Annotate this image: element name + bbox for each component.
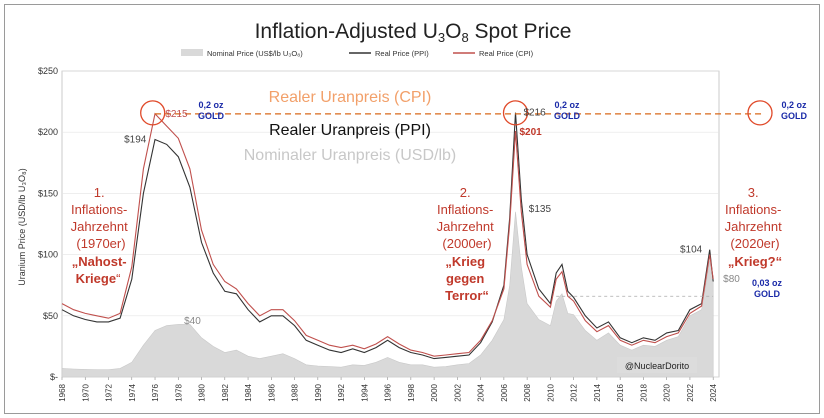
x-tick-label: 2000 [430, 383, 439, 401]
era-2-war: „Krieg gegen Terror“ [445, 254, 489, 303]
y-tick-label: $- [50, 372, 58, 382]
y-tick-label: $50 [43, 311, 58, 321]
x-tick-label: 1990 [314, 383, 323, 401]
x-tick-label: 1988 [291, 383, 300, 401]
x-tick-label: 1976 [151, 383, 160, 401]
era-1-war: „Nahost- Kriege“ [72, 254, 131, 286]
x-tick-label: 1970 [81, 383, 90, 401]
label-current-2024: $80 [723, 274, 740, 285]
gold-target-amount: 0,2 oz [781, 100, 807, 110]
x-tick-label: 2004 [477, 383, 486, 401]
y-axis-label: Uranium Price (USD/lb U₃O₈) [17, 168, 27, 285]
x-tick-label: 1996 [384, 383, 393, 401]
peak-ring-2007 [502, 100, 529, 126]
gold-target-unit: GOLD [781, 111, 807, 121]
x-tick-label: 2022 [686, 383, 695, 401]
label-ppi-1976: $194 [124, 135, 147, 146]
gold-1976-amount: 0,2 oz [198, 100, 224, 110]
x-tick-label: 2010 [546, 383, 555, 401]
gold-2007-unit: GOLD [554, 111, 580, 121]
gold-2007-amount: 0,2 oz [554, 100, 580, 110]
chart-title: Inflation-Adjusted U3O8 Spot Price [255, 20, 572, 45]
x-tick-label: 2008 [523, 383, 532, 401]
x-axis-ticks: 1968 1970 1972 1974 1976 1978 1980 1982 1984 1986… [58, 377, 718, 402]
series-nominal-area [61, 211, 714, 378]
x-tick-label: 1992 [337, 383, 346, 401]
nominal-series-label: Nominaler Uranpreis (USD/lb) [244, 147, 457, 164]
legend: Nominal Price (US$/lb U₃O₈) Real Price (… [181, 49, 534, 58]
y-tick-label: $250 [38, 66, 58, 76]
y-tick-label: $150 [38, 188, 58, 198]
x-tick-label: 1994 [360, 383, 369, 401]
x-tick-label: 2006 [500, 383, 509, 401]
label-post-2007: $135 [529, 204, 552, 215]
y-tick-label: $100 [38, 250, 58, 260]
x-tick-label: 1968 [58, 383, 67, 401]
peak-ring-1976 [140, 100, 166, 126]
x-tick-label: 2016 [616, 383, 625, 401]
gold-now-unit: GOLD [754, 289, 780, 299]
target-ring [747, 100, 773, 126]
legend-label-ppi: Real Price (PPI) [375, 49, 429, 58]
x-tick-label: 2018 [639, 383, 648, 401]
credit-label: @NuclearDorito [625, 361, 689, 371]
x-tick-label: 1978 [174, 383, 183, 401]
x-tick-label: 1998 [407, 383, 416, 401]
x-tick-label: 1974 [128, 383, 137, 401]
era-3-war: „Krieg?“ [728, 254, 782, 269]
x-tick-label: 2024 [709, 383, 718, 401]
ppi-series-label: Realer Uranpreis (PPI) [269, 122, 431, 139]
era-1-label: 1. Inflations- Jahrzehnt (1970er) [71, 185, 132, 251]
cpi-series-label: Realer Uranpreis (CPI) [269, 89, 432, 106]
label-cpi-2007: $201 [520, 127, 543, 138]
legend-label-nominal: Nominal Price (US$/lb U₃O₈) [207, 49, 303, 58]
label-cpi-1976: $215 [165, 109, 188, 120]
y-tick-label: $200 [38, 127, 58, 137]
era-3-label: 3. Inflations- Jahrzehnt (2020er) [725, 185, 786, 251]
label-ppi-2007: $216 [524, 108, 547, 119]
era-2-label: 2. Inflations- Jahrzehnt (2000er) [437, 185, 498, 251]
x-tick-label: 1972 [105, 383, 114, 401]
gold-1976-unit: GOLD [198, 111, 224, 121]
series-ppi-line [61, 112, 714, 360]
chart-canvas: Inflation-Adjusted U3O8 Spot Price Nomin… [17, 20, 807, 402]
x-tick-label: 2014 [593, 383, 602, 401]
series-cpi-line [61, 112, 714, 357]
label-peak-2023: $104 [680, 245, 703, 256]
x-tick-label: 1982 [221, 383, 230, 401]
legend-label-cpi: Real Price (CPI) [479, 49, 534, 58]
label-nominal-1978: $40 [184, 316, 201, 327]
credit-box [617, 357, 697, 373]
x-tick-label: 2012 [570, 383, 579, 401]
x-tick-label: 1980 [198, 383, 207, 401]
series-group [61, 112, 714, 378]
x-tick-label: 1986 [267, 383, 276, 401]
x-tick-label: 2002 [453, 383, 462, 401]
gold-now-amount: 0,03 oz [752, 278, 783, 288]
legend-swatch-nominal [181, 49, 203, 56]
x-tick-label: 1984 [244, 383, 253, 401]
x-tick-label: 2020 [663, 383, 672, 401]
chart-frame: Inflation-Adjusted U3O8 Spot Price Nomin… [4, 4, 820, 414]
